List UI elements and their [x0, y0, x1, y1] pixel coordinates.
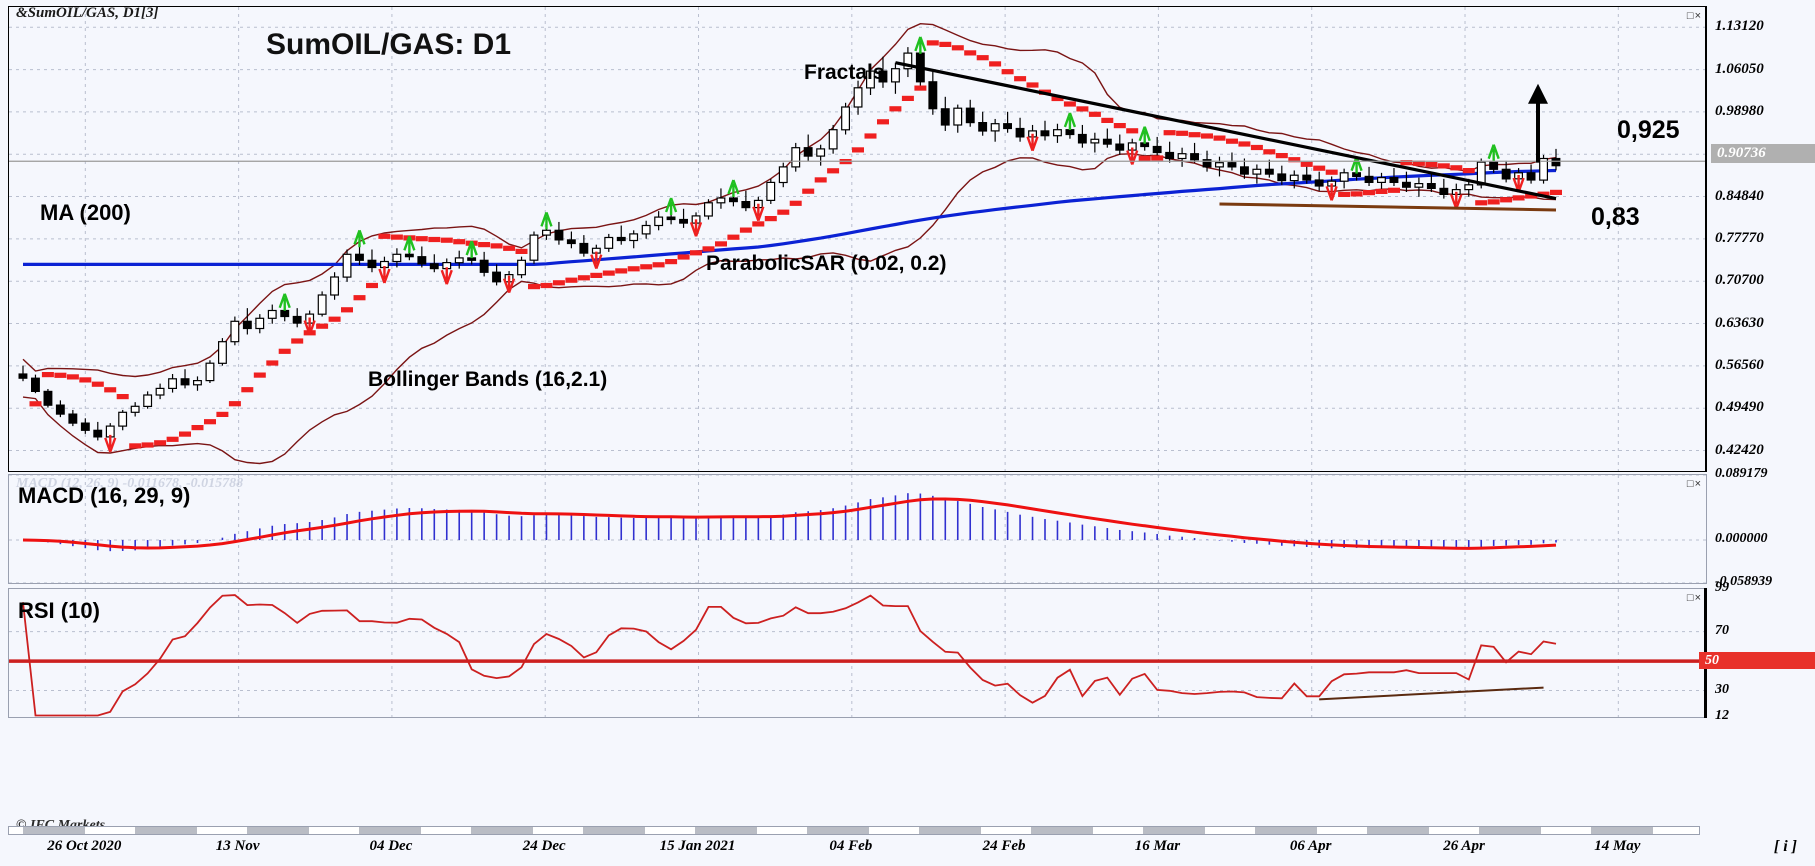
- price-axis-divider: [1705, 6, 1707, 472]
- price-tick-4: 0.84840: [1715, 187, 1764, 204]
- annotation-bollinger-bands: Bollinger Bands (16,2.1): [368, 368, 608, 391]
- price-tick-6: 0.70700: [1715, 272, 1764, 289]
- macd-panel[interactable]: □×: [8, 474, 1707, 584]
- macd-axis-divider: [1706, 474, 1707, 584]
- horizontal-scrollbar[interactable]: [8, 826, 1700, 835]
- price-tick-9: 0.49490: [1715, 399, 1764, 416]
- price-axis[interactable]: 1.131201.060500.989800.919100.848400.777…: [1707, 0, 1815, 866]
- annotation-target-price: 0,925: [1617, 116, 1680, 144]
- scrollbar-segment[interactable]: [1479, 827, 1541, 834]
- rsi-level-badge: 50: [1699, 652, 1815, 669]
- rsi-tick-2: 30: [1715, 681, 1729, 697]
- rsi-panel[interactable]: □×: [8, 588, 1707, 718]
- date-label-4: 15 Jan 2021: [659, 838, 736, 854]
- rsi-tick-1: 70: [1715, 622, 1729, 638]
- macd-tick-2: -0.058939: [1715, 574, 1773, 589]
- rsi-tick-3: 12: [1715, 708, 1729, 723]
- date-label-9: 26 Apr: [1443, 838, 1485, 854]
- date-label-0: 26 Oct 2020: [47, 838, 122, 854]
- price-tick-2: 0.98980: [1715, 102, 1764, 119]
- scrollbar-segment[interactable]: [583, 827, 645, 834]
- scrollbar-segment[interactable]: [1031, 827, 1093, 834]
- info-button[interactable]: [ i ]: [1773, 838, 1797, 855]
- scrollbar-segment[interactable]: [247, 827, 309, 834]
- scrollbar-segment[interactable]: [135, 827, 197, 834]
- price-panel-buttons[interactable]: □×: [1686, 10, 1702, 22]
- annotation-fractals: Fractals: [804, 61, 885, 84]
- scrollbar-segment[interactable]: [23, 827, 85, 834]
- date-label-5: 04 Feb: [829, 838, 873, 854]
- scrollbar-segment[interactable]: [359, 827, 421, 834]
- price-tick-10: 0.42420: [1715, 441, 1764, 458]
- date-axis[interactable]: 26 Oct 2020 13 Nov 04 Dec 24 Dec 15 Jan 2021…: [8, 838, 1707, 860]
- macd-tick-0: 0.089179: [1715, 466, 1768, 481]
- rsi-title: RSI (10): [18, 598, 100, 623]
- annotation-ma200: MA (200): [40, 200, 131, 225]
- price-chart-panel[interactable]: □×: [8, 6, 1707, 472]
- scrollbar-segment[interactable]: [1591, 827, 1653, 834]
- scrollbar-segment[interactable]: [695, 827, 757, 834]
- macd-title: MACD (16, 29, 9): [18, 483, 191, 508]
- date-label-3: 24 Dec: [522, 838, 566, 854]
- price-tick-7: 0.63630: [1715, 314, 1764, 331]
- price-plot-area[interactable]: [9, 7, 1706, 471]
- rsi-tick-0: 99: [1715, 580, 1729, 595]
- scrollbar-segment[interactable]: [471, 827, 533, 834]
- date-label-8: 06 Apr: [1289, 838, 1332, 854]
- price-tick-1: 1.06050: [1715, 60, 1764, 77]
- current-price-badge: 0.90736: [1711, 144, 1815, 163]
- macd-panel-buttons[interactable]: □×: [1686, 478, 1702, 490]
- annotation-parabolic-sar: ParabolicSAR (0.02, 0.2): [706, 252, 947, 275]
- date-label-6: 24 Feb: [982, 838, 1026, 854]
- macd-ghost-title: MACD (12, 26, 9) -0.011678, -0.015788: [16, 476, 244, 491]
- price-tick-8: 0.56560: [1715, 356, 1764, 373]
- date-label-1: 13 Nov: [215, 838, 260, 854]
- price-tick-0: 1.13120: [1715, 18, 1764, 35]
- rsi-svg: [9, 589, 1706, 717]
- macd-tick-1: 0.000000: [1715, 531, 1768, 547]
- rsi-plot-area[interactable]: [9, 589, 1706, 717]
- scrollbar-segment[interactable]: [1255, 827, 1317, 834]
- annotation-support-price: 0,83: [1591, 203, 1640, 231]
- rsi-panel-buttons[interactable]: □×: [1686, 592, 1702, 604]
- ticker-label: &SumOIL/GAS, D1[3]: [16, 5, 159, 21]
- macd-plot-area[interactable]: [9, 475, 1706, 583]
- date-label-2: 04 Dec: [369, 838, 413, 854]
- price-svg: [9, 7, 1706, 471]
- scrollbar-segment[interactable]: [1367, 827, 1429, 834]
- price-tick-5: 0.77770: [1715, 229, 1764, 246]
- macd-svg: [9, 475, 1706, 583]
- date-label-7: 16 Mar: [1134, 838, 1181, 854]
- scrollbar-segment[interactable]: [919, 827, 981, 834]
- page-title: SumOIL/GAS: D1: [266, 28, 512, 61]
- scrollbar-segment[interactable]: [1143, 827, 1205, 834]
- scrollbar-segment[interactable]: [807, 827, 869, 834]
- date-label-10: 14 May: [1594, 838, 1641, 854]
